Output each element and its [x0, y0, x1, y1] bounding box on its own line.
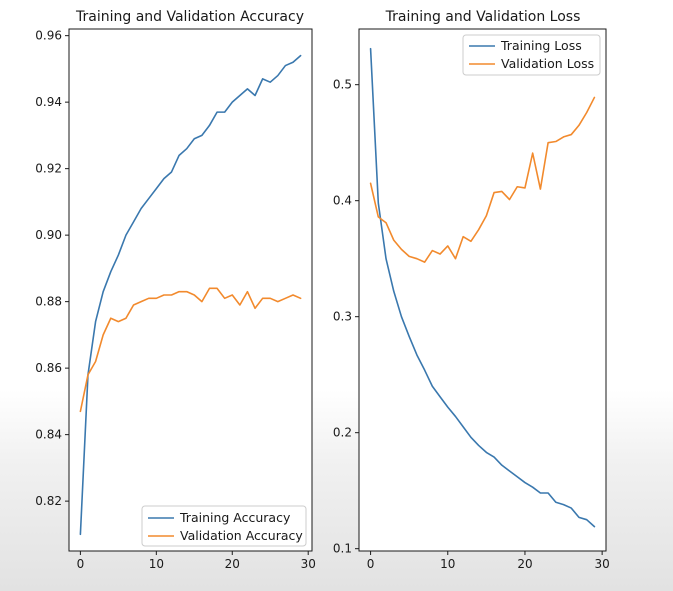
loss-legend: Training Loss Validation Loss: [462, 34, 601, 76]
loss-x-tick-label: 10: [440, 557, 455, 571]
accuracy-chart-title: Training and Validation Accuracy: [75, 9, 304, 25]
accuracy-y-tick-label: 0.94: [35, 95, 62, 109]
accuracy-x-axis: 0 10 20 30: [77, 551, 316, 571]
accuracy-series-line-validation: [79, 287, 302, 413]
loss-legend-box: [462, 34, 601, 76]
loss-x-tick-label: 0: [367, 557, 375, 571]
accuracy-y-tick-label: 0.86: [35, 361, 62, 375]
accuracy-x-tick-label: 0: [77, 557, 85, 571]
loss-y-tick-label: 0.4: [333, 194, 352, 208]
accuracy-legend-box: [141, 505, 307, 547]
loss-x-tick-label: 20: [517, 557, 532, 571]
accuracy-y-tick-label: 0.90: [35, 228, 62, 242]
loss-y-tick-label: 0.3: [333, 310, 352, 324]
accuracy-chart: Training and Validation Accuracy 0 10 20 30…: [35, 9, 316, 571]
loss-plot-frame: [358, 28, 607, 552]
accuracy-x-tick-label: 10: [149, 557, 164, 571]
accuracy-y-tick-label: 0.82: [35, 494, 62, 508]
loss-y-tick-label: 0.1: [333, 542, 352, 556]
accuracy-x-tick-label: 30: [301, 557, 316, 571]
legend-label-training-accuracy: Training Accuracy: [179, 510, 291, 525]
accuracy-legend: Training Accuracy Validation Accuracy: [141, 505, 307, 547]
accuracy-y-tick-label: 0.92: [35, 162, 62, 176]
legend-label-validation-loss: Validation Loss: [501, 56, 594, 71]
loss-series-group: [369, 47, 596, 528]
loss-series-line-training: [369, 47, 596, 528]
accuracy-series-group: [79, 54, 302, 536]
accuracy-y-tick-label: 0.96: [35, 29, 62, 43]
loss-chart: Training and Validation Loss 0 10 20 30 0.1…: [333, 9, 610, 571]
loss-y-tick-label: 0.2: [333, 426, 352, 440]
legend-label-validation-accuracy: Validation Accuracy: [180, 528, 303, 543]
loss-series-line-validation: [369, 96, 596, 263]
accuracy-plot-frame: [68, 28, 313, 552]
accuracy-x-tick-label: 20: [225, 557, 240, 571]
loss-x-tick-label: 30: [595, 557, 610, 571]
loss-chart-title: Training and Validation Loss: [385, 9, 581, 25]
loss-y-tick-label: 0.5: [333, 78, 352, 92]
accuracy-y-axis: 0.82 0.84 0.86 0.88 0.90 0.92 0.94 0.96: [35, 29, 69, 508]
loss-y-axis: 0.1 0.2 0.3 0.4 0.5: [333, 78, 359, 556]
accuracy-series-line-training: [79, 54, 302, 536]
loss-x-axis: 0 10 20 30: [367, 551, 610, 571]
accuracy-y-tick-label: 0.88: [35, 295, 62, 309]
legend-label-training-loss: Training Loss: [500, 38, 582, 53]
accuracy-y-tick-label: 0.84: [35, 428, 62, 442]
